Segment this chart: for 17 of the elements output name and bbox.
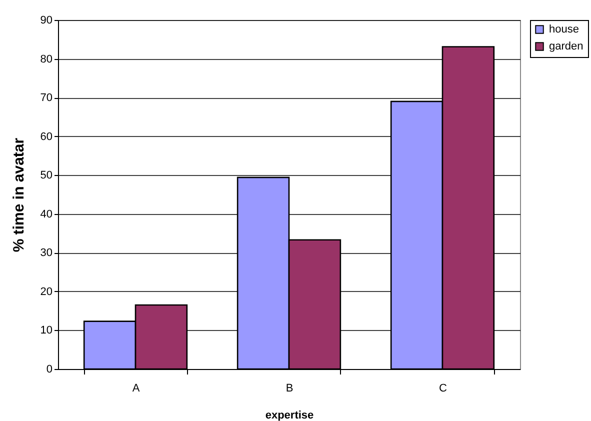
y-tick-label: 30 bbox=[40, 247, 52, 260]
y-tick-label: 0 bbox=[46, 364, 52, 376]
x-tick-label: C bbox=[439, 382, 448, 394]
x-tick-label: B bbox=[286, 382, 294, 394]
y-tick-label: 80 bbox=[40, 53, 52, 66]
y-axis-title: % time in avatar bbox=[10, 138, 28, 252]
y-tick-label: 10 bbox=[40, 324, 52, 337]
x-tick-label: A bbox=[132, 382, 140, 394]
y-tick-label: 60 bbox=[40, 130, 52, 143]
y-tick-label: 20 bbox=[40, 286, 52, 298]
legend-label: garden bbox=[549, 40, 584, 52]
y-tick-label: 40 bbox=[40, 208, 52, 220]
y-tick-label: 50 bbox=[40, 170, 52, 182]
y-tick-label: 90 bbox=[40, 14, 52, 26]
y-tick-label: 70 bbox=[40, 92, 52, 104]
x-axis-title: expertise bbox=[265, 410, 314, 421]
legend-label: house bbox=[549, 24, 579, 36]
